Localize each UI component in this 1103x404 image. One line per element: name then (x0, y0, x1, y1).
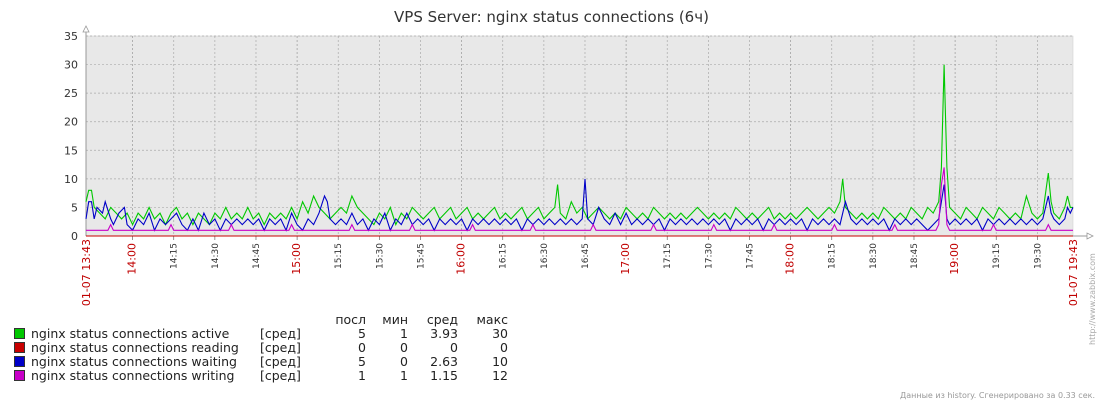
x-tick-label: 17:45 (745, 243, 755, 269)
legend-swatch (14, 356, 25, 367)
y-tick-label: 30 (64, 59, 78, 72)
y-axis: 0 5 10 15 20 25 30 35 (64, 25, 90, 243)
x-tick-label: 18:30 (869, 243, 879, 269)
legend-last: 5 (358, 326, 366, 341)
chart-title: VPS Server: nginx status connections (6ч… (394, 8, 709, 26)
x-tick-label: 19:15 (992, 243, 1002, 269)
legend-row: nginx status connections writing [сред] … (14, 369, 508, 383)
watermark: http://www.zabbix.com (1088, 253, 1097, 345)
footer-note: Данные из history. Сгенерировано за 0.33… (900, 391, 1095, 400)
y-tick-label: 20 (64, 116, 78, 129)
x-tick-label: 15:15 (334, 243, 344, 269)
x-tick-label: 19:30 (1033, 243, 1043, 269)
legend-max: 30 (492, 326, 508, 341)
legend-series-name: nginx status connections writing (31, 368, 235, 383)
x-axis-arrow (1086, 232, 1094, 240)
plot-area (85, 35, 1074, 237)
x-tick-label: 14:15 (170, 243, 180, 269)
legend-swatch (14, 342, 25, 353)
legend-header-avg: сред (426, 312, 458, 327)
legend-min: 0 (400, 340, 408, 355)
x-tick-label: 14:45 (252, 243, 262, 269)
y-axis-arrow (82, 25, 90, 33)
legend-func: [сред] (260, 326, 301, 341)
x-tick-label: 15:45 (416, 243, 426, 269)
legend-last: 5 (358, 354, 366, 369)
legend-max: 12 (492, 368, 508, 383)
y-tick-label: 15 (64, 144, 78, 157)
x-tick-label: 16:00 (455, 243, 468, 275)
legend-header-row: посл мин сред макс (14, 313, 508, 327)
legend-avg: 2.63 (430, 354, 458, 369)
y-tick-label: 35 (64, 30, 78, 43)
x-tick-label: 17:15 (663, 243, 673, 269)
legend-func: [сред] (260, 354, 301, 369)
legend-avg: 0 (450, 340, 458, 355)
x-tick-label: 15:00 (290, 243, 303, 275)
legend-series-name: nginx status connections active (31, 326, 230, 341)
legend-row: nginx status connections waiting [сред] … (14, 355, 508, 369)
legend-func: [сред] (260, 368, 301, 383)
series-line-2 (85, 178, 1074, 232)
y-tick-label: 25 (64, 87, 78, 100)
legend-row: nginx status connections reading [сред] … (14, 341, 508, 355)
legend-row: nginx status connections active [сред] 5… (14, 327, 508, 341)
x-tick-label: 16:15 (499, 243, 509, 269)
legend-last: 0 (358, 340, 366, 355)
legend-series-name: nginx status connections waiting (31, 354, 237, 369)
x-tick-label: 16:30 (540, 243, 550, 269)
y-tick-label: 0 (71, 230, 78, 243)
y-tick-label: 5 (71, 201, 78, 214)
grid (86, 35, 1073, 236)
legend-max: 10 (492, 354, 508, 369)
legend-header-max: макс (476, 312, 508, 327)
x-tick-label: 18:00 (784, 243, 797, 275)
legend-swatch (14, 370, 25, 381)
legend-header-last: посл (335, 312, 366, 327)
x-tick-label: 18:15 (828, 243, 838, 269)
x-tick-label: 19:00 (948, 243, 961, 275)
legend-last: 1 (358, 368, 366, 383)
x-tick-label: 18:45 (910, 243, 920, 269)
x-tick-label: 17:00 (619, 243, 632, 275)
legend-avg: 3.93 (430, 326, 458, 341)
series-group (85, 64, 1074, 237)
line-chart: 0 5 10 15 20 25 30 35 14:00 14:15 14:30 14:45 15:00… (64, 25, 1094, 306)
legend-func: [сред] (260, 340, 301, 355)
legend-series-name: nginx status connections reading (31, 340, 239, 355)
x-tick-label: 14:30 (211, 243, 221, 269)
x-tick-label: 17:30 (704, 243, 714, 269)
legend-header-min: мин (382, 312, 408, 327)
legend-max: 0 (500, 340, 508, 355)
legend-table: посл мин сред макс nginx status connecti… (14, 313, 508, 383)
x-axis: 14:00 14:15 14:30 14:45 15:00 15:15 15:30 15:45… (80, 232, 1094, 306)
x-range-label: 01-07 13:43 (80, 239, 93, 306)
legend-min: 0 (400, 354, 408, 369)
legend-swatch (14, 328, 25, 339)
legend-avg: 1.15 (430, 368, 458, 383)
y-tick-label: 10 (64, 173, 78, 186)
x-tick-label: 14:00 (126, 243, 139, 275)
x-range-label: 01-07 19:43 (1067, 239, 1080, 306)
x-tick-label: 15:30 (375, 243, 385, 269)
legend-min: 1 (400, 368, 408, 383)
x-tick-label: 16:45 (581, 243, 591, 269)
series-line-3 (86, 167, 1073, 231)
legend-min: 1 (400, 326, 408, 341)
